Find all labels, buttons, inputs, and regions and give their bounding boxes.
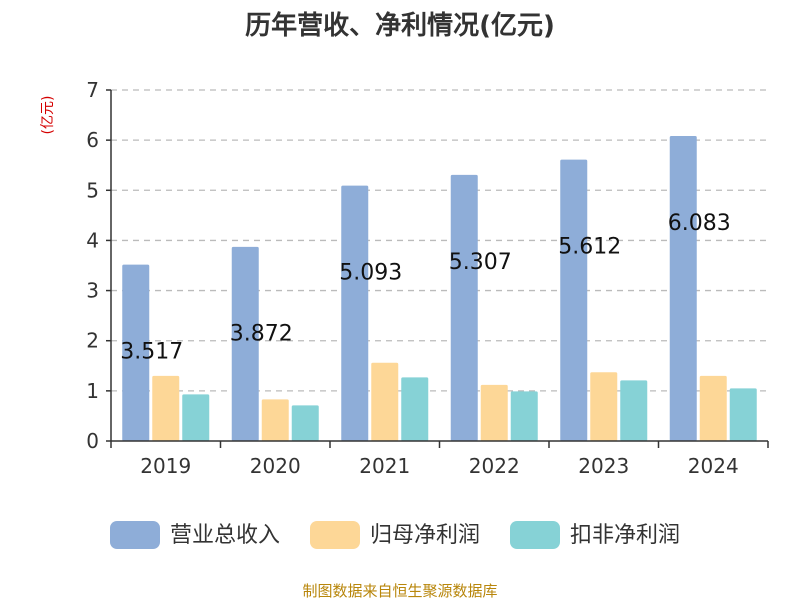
bar-2022-2 [480,384,508,441]
y-tick-label-0: 0 [86,429,99,453]
bar-2022-3 [510,391,538,441]
legend-label-2: 归母净利润 [370,523,480,548]
y-tick-label-7: 7 [86,78,99,102]
bar-2021-1 [341,185,369,441]
data-label-2021: 5.093 [339,260,402,285]
data-label-2019: 3.517 [120,340,183,365]
bar-2019-2 [152,375,180,441]
legend-swatch-3 [510,521,560,549]
x-tick-label-2024: 2024 [688,454,739,478]
data-source-note: 制图数据来自恒生聚源数据库 [302,582,497,600]
x-tick-label-2023: 2023 [578,454,629,478]
axes: 0 1 2 3 4 5 6 7 2019 2020 2021 2022 2023 2024 [86,78,769,478]
bar-2021-2 [371,362,399,441]
bar-2022-1 [450,174,478,442]
y-axis-label: (亿元) [40,96,56,135]
data-label-2020: 3.872 [230,322,293,347]
bar-2024-3 [729,388,757,441]
bar-2024-1 [669,135,697,441]
bar-2019-3 [182,394,210,441]
legend: 营业总收入 归母净利润 扣非净利润 [110,521,680,549]
x-tick-label-2021: 2021 [359,454,410,478]
data-label-2022: 5.307 [449,250,512,275]
x-tick-label-2020: 2020 [250,454,301,478]
gridlines [111,89,768,392]
x-tick-label-2022: 2022 [469,454,520,478]
y-tick-label-1: 1 [86,379,99,403]
bar-2020-2 [261,399,289,441]
x-tick-label-2019: 2019 [140,454,191,478]
bar-2023-1 [560,159,588,442]
bar-2023-2 [590,372,618,441]
legend-label-3: 扣非净利润 [570,523,680,548]
data-label-2024: 6.083 [668,211,731,236]
bar-2019-1 [122,264,150,441]
bar-2020-1 [231,246,259,441]
y-tick-label-2: 2 [86,329,99,353]
bar-2020-3 [291,405,319,441]
y-tick-label-6: 6 [86,128,99,152]
legend-label-1: 营业总收入 [170,523,280,548]
y-tick-label-3: 3 [86,279,99,303]
legend-swatch-1 [110,521,160,549]
data-label-2023: 5.612 [558,234,621,259]
chart-title: 历年营收、净利情况(亿元) [245,10,555,41]
bar-2023-3 [620,380,648,441]
y-tick-label-4: 4 [86,228,99,252]
y-tick-label-5: 5 [86,178,99,202]
bar-2024-2 [699,375,727,441]
bars [122,135,757,442]
legend-swatch-2 [310,521,360,549]
data-labels: 3.517 3.872 5.093 5.307 5.612 6.083 [120,211,730,365]
bar-2021-3 [401,377,429,441]
